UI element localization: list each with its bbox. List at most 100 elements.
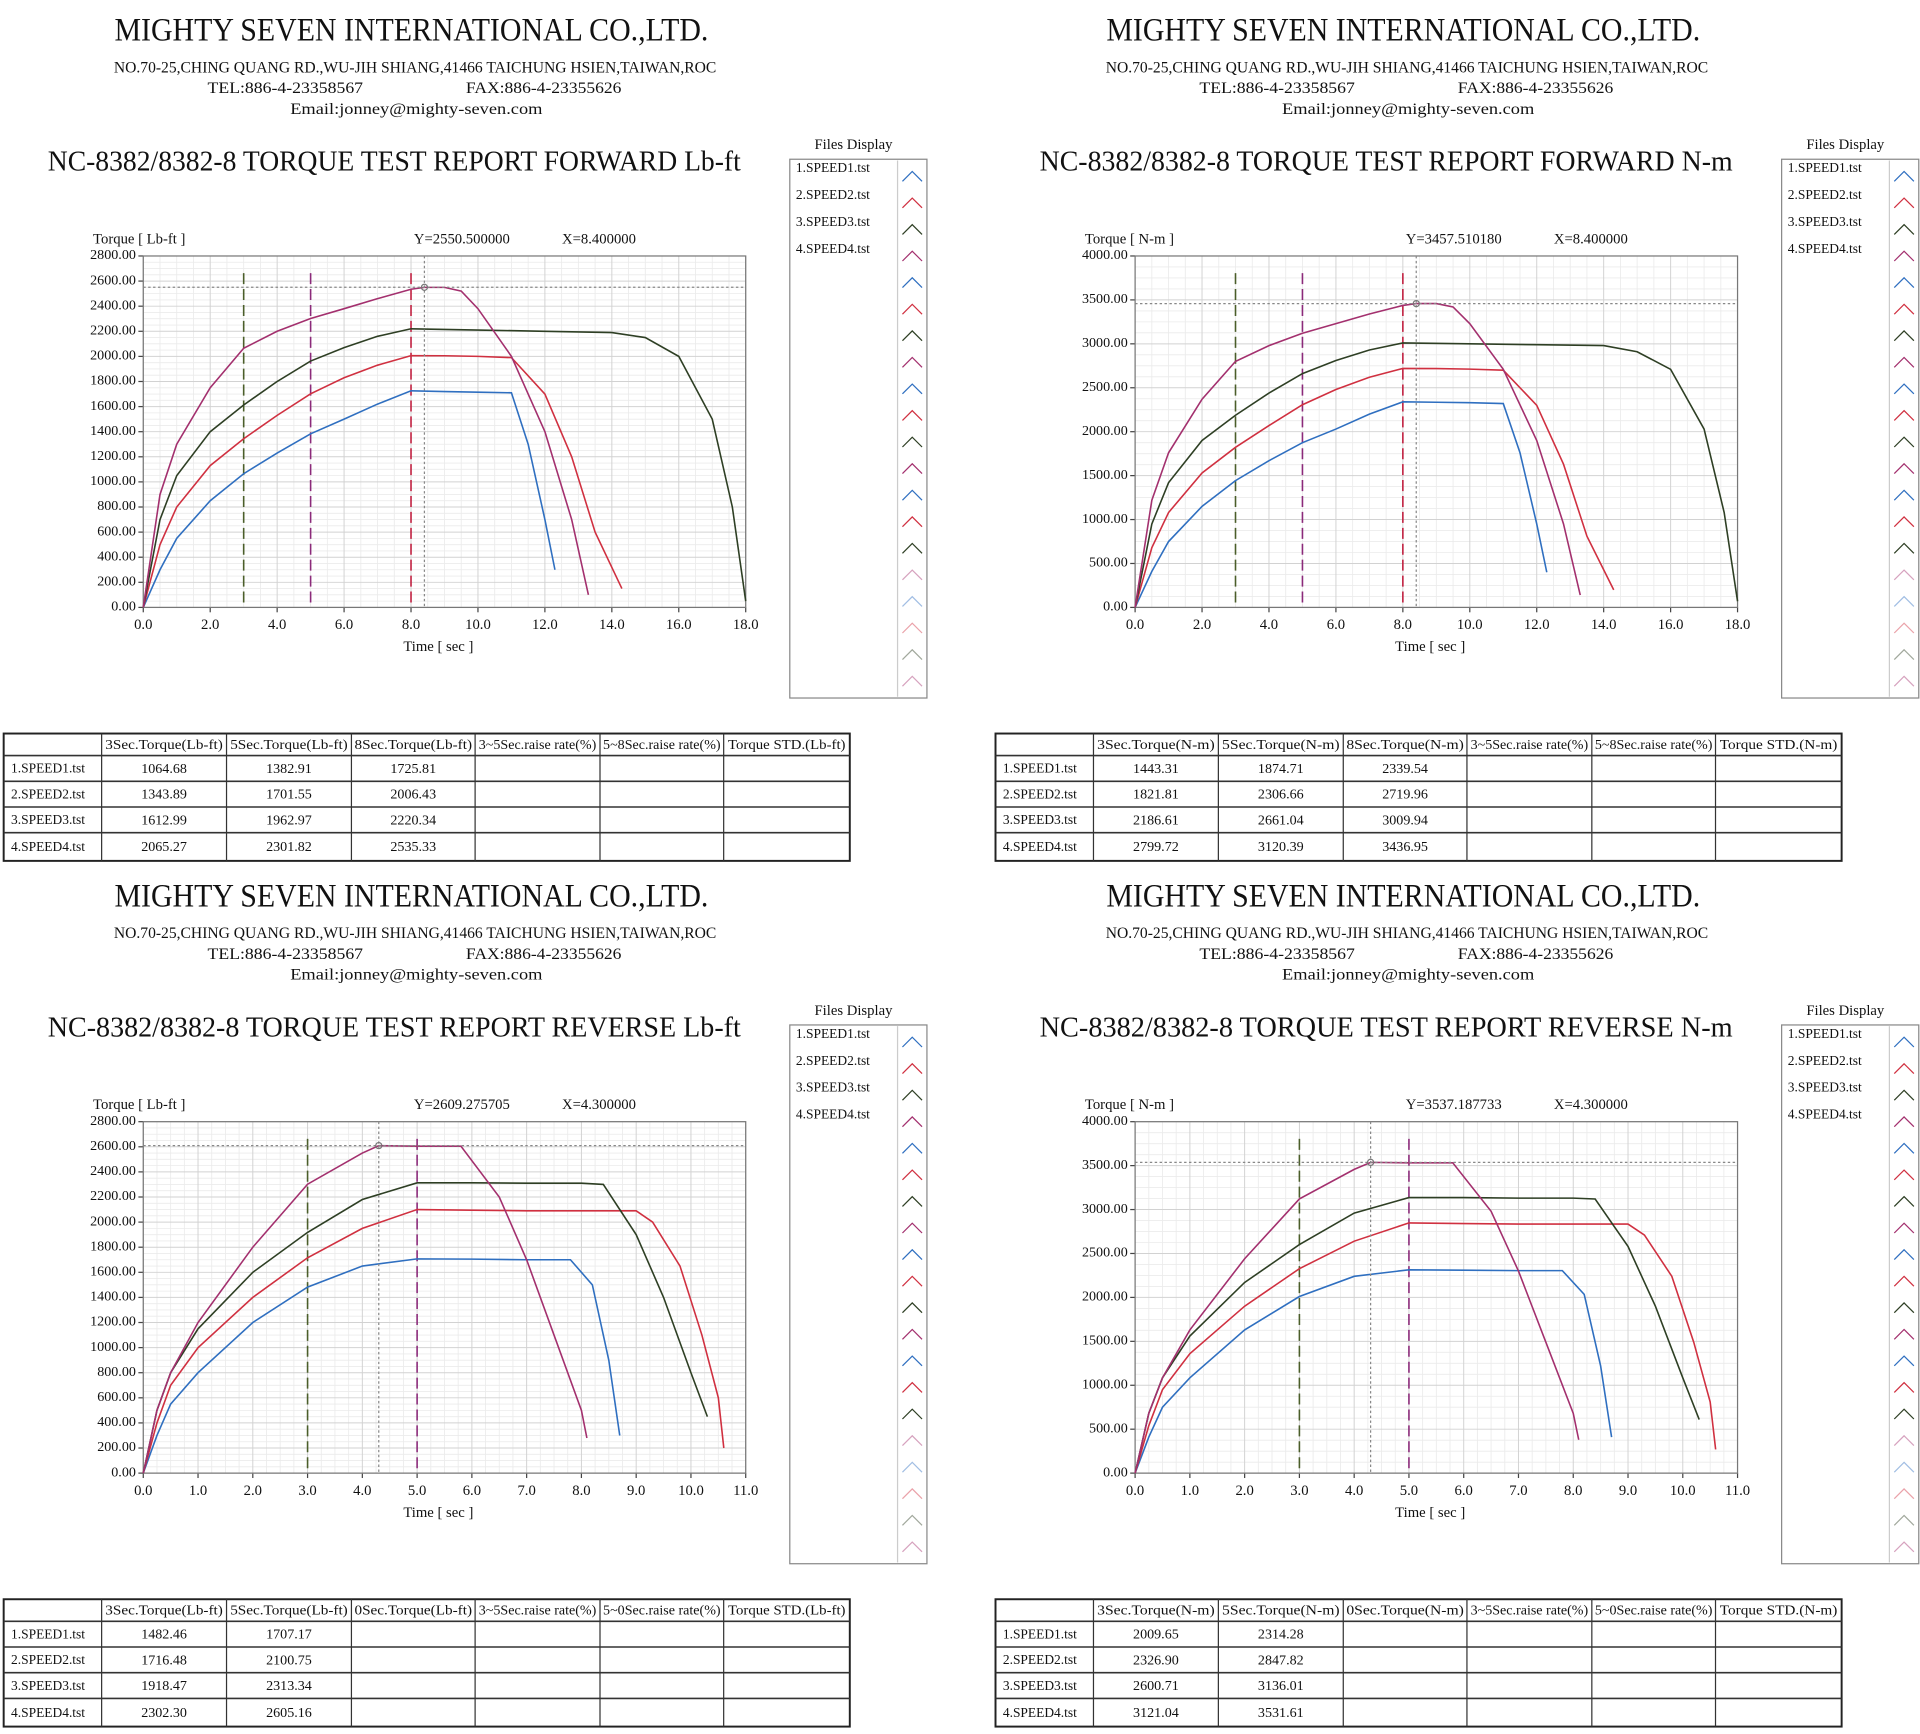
table-header-cell: 3Sec.Torque(Lb-ft) [105, 737, 223, 752]
x-tick-label: 5.0 [1400, 1483, 1418, 1499]
table-cell: 1443.31 [1133, 761, 1179, 777]
x-tick-label: 2.0 [1235, 1483, 1253, 1499]
x-tick-label: 4.0 [1345, 1483, 1363, 1499]
table-header-cell: 3Sec.Torque(N-m) [1097, 737, 1215, 752]
table-row-label: 3.SPEED3.tst [11, 1678, 85, 1693]
legend-chevron [1893, 1541, 1915, 1553]
y-tick-label: 0.00 [111, 599, 136, 615]
legend-chevron [902, 1089, 923, 1101]
legend-chevron [1893, 595, 1915, 607]
report-panel: MIGHTY SEVEN INTERNATIONAL CO.,LTD. NO.70… [2, 13, 928, 862]
x-tick-label: 16.0 [666, 617, 692, 633]
legend-chevron [902, 1355, 923, 1367]
legend-chevron [902, 648, 923, 661]
y-tick-label: 3000.00 [1082, 1201, 1128, 1217]
table-cell: 1707.17 [266, 1627, 312, 1643]
y-tick-label: 2200.00 [90, 323, 136, 339]
y-tick-label: 2200.00 [90, 1188, 136, 1204]
legend-title: Files Display [815, 1003, 894, 1019]
y-tick-label: 2800.00 [90, 247, 136, 263]
y-tick-label: 2000.00 [1082, 423, 1128, 439]
y-tick-label: 2400.00 [90, 1163, 136, 1179]
legend-chevron [1893, 1195, 1915, 1207]
legend-chevron [902, 569, 923, 581]
table-row-label: 1.SPEED1.tst [11, 1626, 85, 1641]
legend-chevron [1893, 675, 1915, 687]
company-tel: TEL:886-4-23358567 [208, 80, 364, 97]
table-header-cell: 5Sec.Torque(Lb-ft) [230, 1603, 348, 1618]
legend-chevron [1893, 1328, 1915, 1340]
company-name: MIGHTY SEVEN INTERNATIONAL CO.,LTD. [1106, 878, 1700, 914]
x-tick-label: 2.0 [244, 1483, 262, 1499]
legend-chevron [1893, 303, 1915, 315]
table-frame [2, 1598, 851, 1728]
legend-chevron [1893, 1142, 1915, 1154]
plot-frame [142, 255, 747, 609]
legend-entry: 2.SPEED2.tst [796, 1053, 870, 1068]
legend-entry: 2.SPEED2.tst [1788, 187, 1862, 202]
x-tick-label: 12.0 [1524, 617, 1550, 633]
y-tick-label: 3500.00 [1082, 1157, 1128, 1173]
y-tick-label: 600.00 [97, 1389, 136, 1405]
table-header-cell: 3~5Sec.raise rate(%) [1471, 1603, 1589, 1618]
y-tick-label: 800.00 [97, 1364, 136, 1380]
x-tick-label: 11.0 [1725, 1483, 1750, 1499]
table-cell: 2313.34 [266, 1678, 312, 1694]
legend-entry: 1.SPEED1.tst [796, 160, 870, 175]
legend-entry: 2.SPEED2.tst [796, 187, 870, 202]
table-header-cell: 5~8Sec.raise rate(%) [603, 737, 721, 752]
plot-frame [1134, 255, 1739, 609]
table-header-cell: 5~8Sec.raise rate(%) [1595, 737, 1713, 752]
legend-title: Files Display [1806, 1003, 1885, 1019]
legend-chevron [902, 303, 923, 315]
table-row-label: 3.SPEED3.tst [11, 812, 85, 827]
x-tick-label: 16.0 [1658, 617, 1684, 633]
x-tick-label: 10.0 [1670, 1483, 1696, 1499]
legend-chevron [902, 223, 923, 235]
y-axis-title: Torque [ N-m ] [1085, 1097, 1174, 1113]
y-tick-label: 4000.00 [1082, 247, 1128, 263]
table-cell: 2186.61 [1133, 812, 1179, 828]
y-tick-label: 0.00 [111, 1464, 136, 1480]
company-tel: TEL:886-4-23358567 [1199, 946, 1355, 963]
legend-chevron [902, 409, 923, 421]
x-tick-label: 7.0 [517, 1483, 535, 1499]
company-tel: TEL:886-4-23358567 [1199, 80, 1355, 97]
y-tick-label: 2000.00 [90, 1213, 136, 1229]
legend-chevron [1893, 516, 1915, 528]
cursor-y-readout: Y=3457.510180 [1406, 231, 1502, 247]
legend-chevron [902, 1036, 923, 1048]
legend-chevron [902, 356, 923, 368]
legend-entry: 3.SPEED3.tst [796, 1080, 870, 1095]
legend-chevron [1893, 648, 1915, 661]
y-tick-label: 3500.00 [1082, 291, 1128, 307]
y-tick-label: 1600.00 [90, 398, 136, 414]
x-tick-label: 6.0 [1327, 617, 1345, 633]
legend-chevron [902, 330, 923, 342]
x-tick-label: 11.0 [733, 1483, 758, 1499]
table-row-label: 2.SPEED2.tst [1003, 786, 1077, 801]
table-cell: 2302.30 [141, 1705, 187, 1721]
legend-chevron [902, 462, 923, 475]
y-tick-label: 1500.00 [1082, 1333, 1128, 1349]
cursor-x-readout: X=4.300000 [1554, 1097, 1628, 1113]
legend-entry: 1.SPEED1.tst [1788, 1026, 1862, 1041]
x-tick-label: 8.0 [572, 1483, 590, 1499]
series-line [142, 327, 747, 608]
company-address: NO.70-25,CHING QUANG RD.,WU-JIH SHIANG,4… [114, 925, 716, 942]
legend-box [1781, 158, 1920, 699]
company-email: Email:jonney@mighty-seven.com [1282, 101, 1535, 118]
table-header-cell: 5~0Sec.raise rate(%) [603, 1603, 721, 1618]
table-cell: 2006.43 [390, 787, 436, 803]
legend-chevron [1893, 436, 1915, 448]
legend-chevron [1893, 1488, 1915, 1500]
table-cell: 2065.27 [141, 839, 187, 855]
legend-entry: 3.SPEED3.tst [1788, 214, 1862, 229]
x-tick-label: 10.0 [1457, 617, 1483, 633]
legend-chevron [902, 1222, 923, 1234]
table-cell: 2220.34 [390, 812, 436, 828]
table-cell: 1821.81 [1133, 787, 1179, 803]
legend-entry: 3.SPEED3.tst [796, 214, 870, 229]
cursor-point [1366, 1158, 1375, 1167]
y-tick-label: 1000.00 [1082, 511, 1128, 527]
